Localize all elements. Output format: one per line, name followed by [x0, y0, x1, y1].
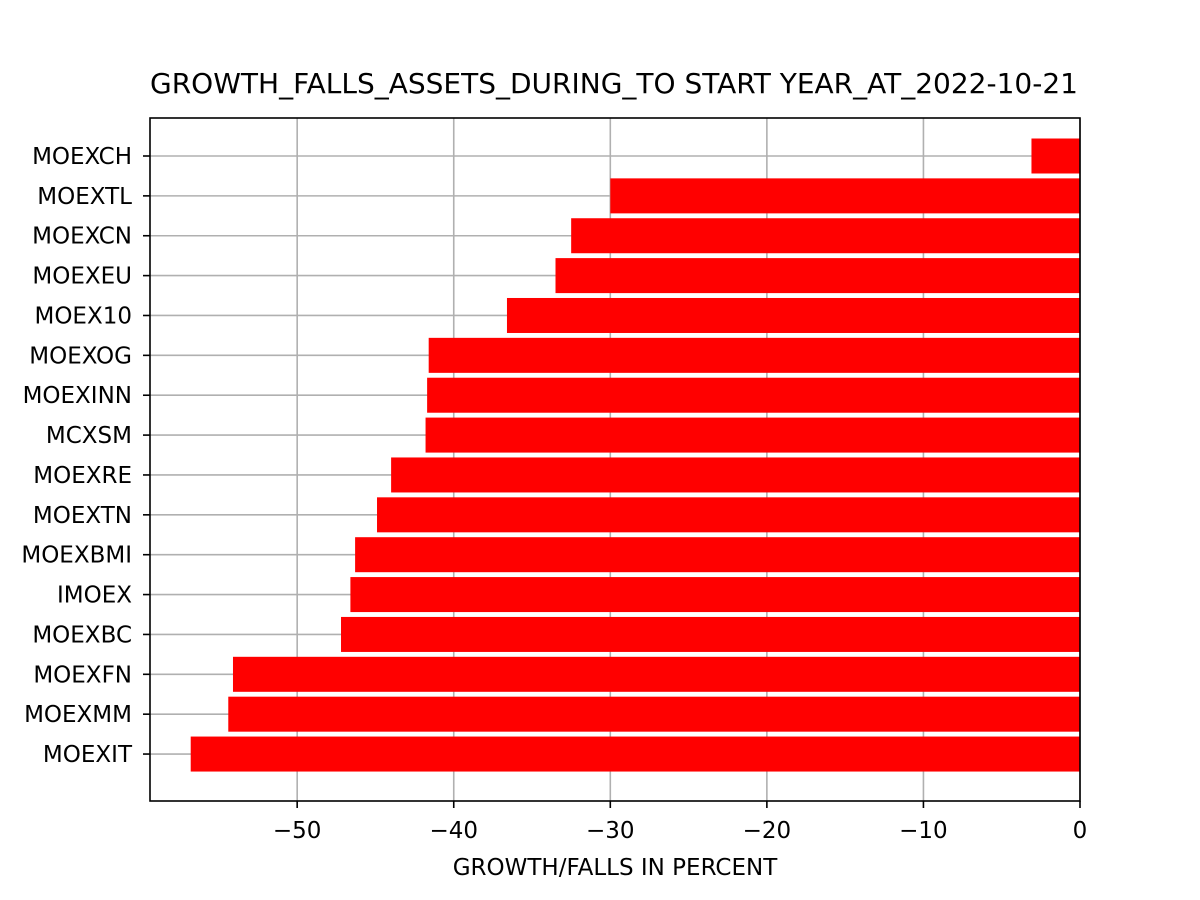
y-tick-label: MOEXTN [33, 503, 132, 529]
y-tick-label: MOEXBC [32, 622, 132, 648]
y-axis: MOEXCH MOEXTL MOEXCN MOEXEU MOEX10 MOEXOG MOEX… [21, 144, 150, 768]
bar-imoex [350, 577, 1080, 613]
bar-moexfn [232, 656, 1080, 692]
x-tick-label: −10 [899, 818, 948, 844]
x-tick-label: −50 [273, 818, 322, 844]
bar-moexog [428, 337, 1080, 373]
bar-moexmm [228, 696, 1080, 732]
chart-title: GROWTH_FALLS_ASSETS_DURING_TO START YEAR… [150, 67, 1078, 100]
x-axis: −50 −40 −30 −20 −10 0 [273, 801, 1087, 844]
bar-moex10 [506, 297, 1080, 333]
y-tick-label: MOEXBMI [21, 543, 132, 569]
x-tick-label: −20 [743, 818, 792, 844]
bar-moextn [377, 497, 1080, 533]
x-tick-label: −40 [429, 818, 478, 844]
bar-moexeu [555, 258, 1080, 294]
bar-moextl [610, 178, 1080, 214]
y-tick-label: MOEXFN [33, 662, 132, 688]
y-tick-label: MOEXCN [32, 224, 132, 250]
bar-moexinn [427, 377, 1080, 413]
y-tick-label: MOEXINN [23, 383, 132, 409]
x-tick-label: −30 [586, 818, 635, 844]
y-tick-label: IMOEX [57, 583, 132, 609]
plot-frame [149, 117, 1081, 802]
bar-mcxsm [425, 417, 1080, 453]
y-tick-label: MOEX10 [34, 303, 132, 329]
y-tick-label: MOEXEU [32, 264, 132, 290]
bar-moexit [190, 736, 1080, 772]
y-tick-label: MOEXCH [32, 144, 132, 170]
x-tick-label: 0 [1073, 818, 1088, 844]
y-tick-label: MOEXMM [24, 702, 132, 728]
bar-moexch [1031, 138, 1080, 174]
bar-moexcn [571, 218, 1080, 254]
y-tick-label: MOEXRE [33, 463, 132, 489]
bar-moexbc [341, 616, 1080, 652]
y-tick-label: MOEXTL [37, 184, 132, 210]
bar-moexbmi [355, 537, 1080, 573]
y-tick-label: MOEXOG [29, 343, 132, 369]
y-tick-label: MCXSM [46, 423, 132, 449]
bar-moexre [391, 457, 1081, 493]
y-tick-label: MOEXIT [43, 742, 133, 768]
bars-layer [190, 138, 1081, 772]
x-axis-label: GROWTH/FALLS IN PERCENT [453, 855, 778, 881]
